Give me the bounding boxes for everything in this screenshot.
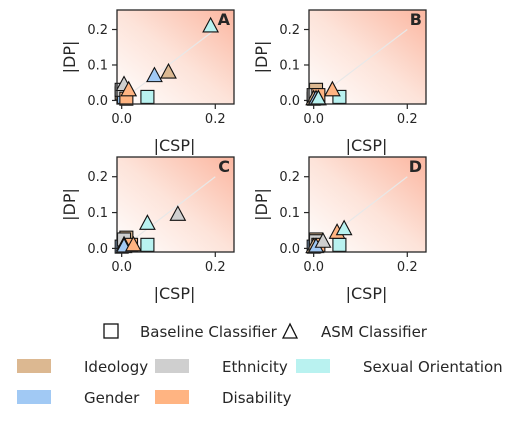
point-baseline-sexual-orientation <box>140 237 155 252</box>
legend-label-gender: Gender <box>84 389 140 407</box>
x-axis-label: |CSP| <box>154 136 196 155</box>
y-tick-label: 0.0 <box>87 242 108 257</box>
point-asm-ethnicity <box>314 232 332 248</box>
marker-legend: Baseline Classifier ASM Classifier <box>103 322 428 341</box>
legend-swatch-ideology <box>17 359 51 373</box>
legend-label-ideology: Ideology <box>84 358 148 376</box>
x-tick-label: 0.2 <box>205 260 226 275</box>
y-tick-label: 0.2 <box>87 23 108 38</box>
y-tick-label: 0.2 <box>279 23 300 38</box>
x-tick-label: 0.2 <box>397 260 418 275</box>
point-asm-disability <box>124 235 142 252</box>
x-axis-label: |CSP| <box>346 284 388 303</box>
y-tick-label: 0.1 <box>87 58 108 73</box>
diagonal-guide <box>121 176 216 249</box>
x-axis-label: |CSP| <box>346 136 388 155</box>
legend-label-ethnicity: Ethnicity <box>222 358 288 376</box>
x-tick-label: 0.0 <box>111 260 132 275</box>
x-tick-label: 0.0 <box>111 112 132 127</box>
panel-background <box>309 157 426 252</box>
baseline-legend-label: Baseline Classifier <box>140 323 278 341</box>
asm-triangle-icon <box>281 322 299 339</box>
y-axis-label: |DP| <box>60 41 79 74</box>
legend-swatch-gender <box>17 390 51 404</box>
axes-frame <box>116 9 235 105</box>
panels: 0.0 0.2 0.0 0.1 0.2 |CSP| |DP| A 0.0 0.2 0.0 0.1 0.2… <box>60 9 427 303</box>
legend-swatch-disability <box>155 390 189 404</box>
axes-frame <box>308 9 427 105</box>
x-tick-label: 0.2 <box>397 112 418 127</box>
y-tick-label: 0.2 <box>279 170 300 185</box>
point-asm-sexual-orientation <box>202 16 220 33</box>
panel-letter: B <box>410 10 422 29</box>
y-tick-label: 0.1 <box>279 206 300 221</box>
group-legend: Ideology Gender Ethnicity Disability Sexual … <box>17 358 503 407</box>
legend-swatch-ethnicity <box>155 359 189 373</box>
y-tick-label: 0.2 <box>87 170 108 185</box>
y-tick-label: 0.0 <box>87 94 108 109</box>
point-asm-disability <box>323 80 341 97</box>
panel-d: 0.0 0.2 0.0 0.1 0.2 |CSP| |DP| D <box>252 156 427 303</box>
diagonal-guide <box>313 176 408 249</box>
axes-frame <box>308 156 427 253</box>
legend-swatch-sexual-orientation <box>296 359 330 373</box>
panel-background <box>117 10 234 104</box>
x-tick-label: 0.0 <box>303 260 324 275</box>
y-tick-label: 0.1 <box>279 58 300 73</box>
x-tick-label: 0.2 <box>205 112 226 127</box>
y-tick-label: 0.0 <box>279 242 300 257</box>
point-asm-ideology <box>160 62 177 79</box>
y-axis-label: |DP| <box>252 188 271 221</box>
asm-legend-label: ASM Classifier <box>321 323 428 341</box>
panel-background <box>309 10 426 104</box>
panel-letter: A <box>218 10 231 29</box>
y-tick-label: 0.1 <box>87 206 108 221</box>
point-asm-gender <box>146 66 163 83</box>
panel-a: 0.0 0.2 0.0 0.1 0.2 |CSP| |DP| A <box>60 9 235 155</box>
y-axis-label: |DP| <box>60 188 79 221</box>
point-baseline-sexual-orientation <box>140 89 155 104</box>
y-axis-label: |DP| <box>252 41 271 74</box>
panel-background <box>117 157 234 252</box>
y-tick-label: 0.0 <box>279 94 300 109</box>
axes-frame <box>116 156 235 253</box>
legend-label-sexual-orientation: Sexual Orientation <box>363 358 503 376</box>
panel-letter: C <box>218 157 230 176</box>
point-asm-ethnicity <box>169 205 187 221</box>
panel-letter: D <box>409 157 422 176</box>
point-asm-sexual-orientation <box>309 89 327 106</box>
panel-c: 0.0 0.2 0.0 0.1 0.2 |CSP| |DP| C <box>60 156 235 303</box>
point-baseline-sexual-orientation <box>332 237 347 252</box>
point-asm-sexual-orientation <box>139 214 156 230</box>
point-asm-sexual-orientation <box>335 219 353 236</box>
panel-b: 0.0 0.2 0.0 0.1 0.2 |CSP| |DP| B <box>252 9 427 155</box>
point-asm-disability <box>120 80 138 97</box>
x-tick-label: 0.0 <box>303 112 324 127</box>
legend-label-disability: Disability <box>222 389 292 407</box>
baseline-square-icon <box>103 323 119 339</box>
x-axis-label: |CSP| <box>154 284 196 303</box>
